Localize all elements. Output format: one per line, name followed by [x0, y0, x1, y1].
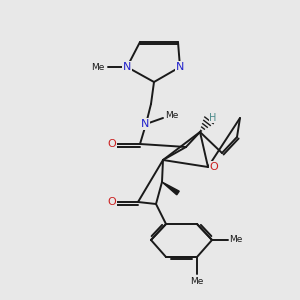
Text: H: H: [209, 113, 217, 123]
Text: O: O: [210, 162, 218, 172]
Text: Me: Me: [91, 62, 105, 71]
Text: O: O: [108, 197, 116, 207]
Text: N: N: [141, 119, 149, 129]
Text: N: N: [123, 62, 131, 72]
Text: Me: Me: [165, 112, 179, 121]
Polygon shape: [162, 182, 179, 195]
Text: N: N: [176, 62, 184, 72]
Text: Me: Me: [229, 236, 243, 244]
Text: O: O: [108, 139, 116, 149]
Text: Me: Me: [190, 278, 204, 286]
